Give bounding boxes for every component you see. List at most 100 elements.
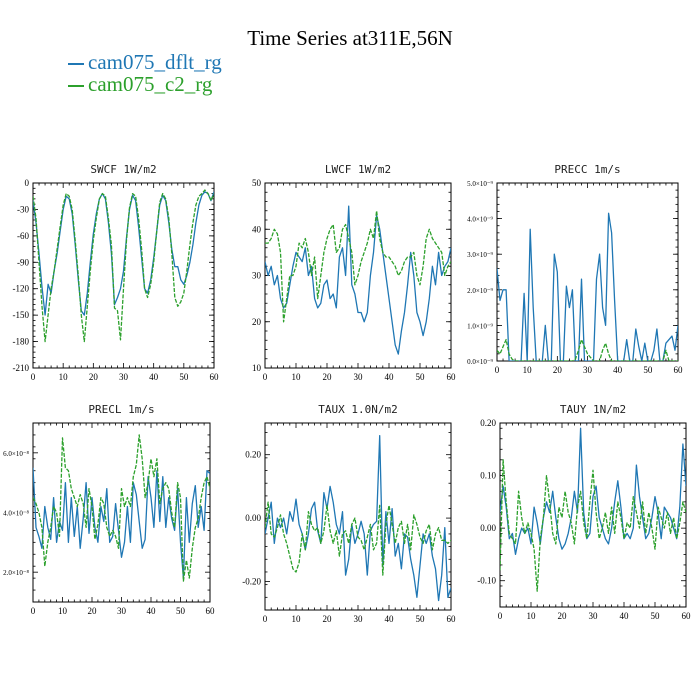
y-tick-label: 1.0×10⁻⁹ (467, 322, 493, 330)
x-tick-label: 50 (179, 372, 189, 382)
x-tick-label: 0 (498, 611, 503, 621)
y-tick-label: 0.00 (480, 523, 496, 533)
legend-line-icon (68, 85, 84, 88)
page-title: Time Series at311E,56N (247, 26, 453, 50)
y-tick-label: 0.10 (480, 471, 496, 481)
y-tick-label: -150 (13, 310, 30, 320)
x-tick-label: 50 (651, 611, 661, 621)
chart-panel-5: TAUY 1N/m2 0 10 20 30 40 50 60 -0.10 0.00 0.10 0.20 (477, 403, 691, 621)
x-tick-label: 50 (176, 606, 186, 616)
series-line-cam075_dflt_rg (265, 435, 451, 602)
x-tick-label: 20 (558, 611, 568, 621)
x-tick-label: 60 (210, 372, 220, 382)
series-group (500, 427, 686, 592)
y-tick-label: 6.0×10⁻⁸ (3, 450, 29, 458)
chart-title: LWCF 1W/m2 (325, 163, 391, 176)
y-tick-label: 2.0×10⁻⁹ (467, 287, 493, 295)
y-tick-label: -30 (17, 204, 29, 214)
x-tick-label: 50 (416, 614, 426, 624)
y-tick-label: 4.0×10⁻⁸ (3, 510, 29, 518)
series-group (33, 189, 214, 343)
x-tick-label: 30 (119, 372, 129, 382)
x-tick-label: 20 (323, 614, 333, 624)
x-tick-label: 10 (523, 365, 533, 375)
series-group (497, 212, 678, 361)
y-tick-label: 4.0×10⁻⁹ (467, 216, 493, 224)
series-line-cam075_c2_rg (500, 459, 686, 592)
chart-title: SWCF 1W/m2 (90, 163, 156, 176)
x-tick-label: 20 (553, 365, 563, 375)
series-line-cam075_c2_rg (265, 501, 451, 576)
legend-label: cam075_c2_rg (88, 72, 213, 96)
y-tick-label: -90 (17, 257, 29, 267)
series-line-cam075_dflt_rg (33, 191, 214, 316)
x-tick-label: 40 (613, 365, 623, 375)
series-line-cam075_c2_rg (33, 189, 214, 343)
y-tick-label: 50 (252, 178, 262, 188)
x-tick-label: 50 (643, 365, 653, 375)
series-line-cam075_dflt_rg (497, 212, 678, 361)
x-tick-label: 10 (292, 614, 302, 624)
x-tick-label: 40 (147, 606, 157, 616)
legend-item-c2: cam075_c2_rg (68, 72, 212, 97)
y-tick-label: 20 (252, 317, 262, 327)
x-tick-label: 20 (89, 372, 99, 382)
x-tick-label: 0 (31, 372, 36, 382)
x-tick-label: 60 (206, 606, 216, 616)
x-tick-label: 40 (385, 372, 395, 382)
y-tick-label: -0.20 (242, 576, 261, 586)
series-group (33, 434, 210, 582)
y-tick-label: 5.0×10⁻⁹ (467, 180, 493, 188)
x-tick-label: 60 (447, 372, 457, 382)
x-tick-label: 0 (263, 372, 268, 382)
chart-title: TAUY 1N/m2 (560, 403, 626, 416)
y-tick-label: -120 (13, 284, 30, 294)
chart-panel-2: PRECC 1m/s 0 10 20 30 40 50 60 0.0×10⁻⁹ 1.0×10⁻⁹ 2… (467, 163, 683, 375)
x-tick-label: 30 (354, 614, 364, 624)
x-tick-label: 10 (59, 372, 69, 382)
legend-line-icon (68, 63, 84, 66)
series-line-cam075_c2_rg (265, 210, 451, 323)
y-tick-label: 0.00 (245, 513, 261, 523)
series-line-cam075_dflt_rg (500, 427, 686, 556)
x-tick-label: 20 (88, 606, 98, 616)
plot-frame (496, 182, 679, 362)
y-tick-label: 10 (252, 363, 262, 373)
x-tick-label: 30 (583, 365, 593, 375)
x-tick-label: 60 (674, 365, 684, 375)
chart-panel-0: SWCF 1W/m2 0 10 20 30 40 50 60 0 -30 -60 -90 -120 -15… (13, 163, 220, 382)
x-tick-label: 0 (495, 365, 500, 375)
y-tick-label: 0.20 (245, 450, 261, 460)
series-group (265, 205, 451, 355)
x-tick-label: 30 (354, 372, 364, 382)
legend-item-dflt: cam075_dflt_rg (68, 50, 222, 75)
series-line-cam075_c2_rg (497, 338, 678, 361)
chart-title: PRECC 1m/s (554, 163, 620, 176)
chart-panel-3: PRECL 1m/s 0 10 20 30 40 50 60 2.0×10⁻⁸ 4.0×10⁻⁸ 6… (3, 403, 215, 616)
chart-title: TAUX 1.0N/m2 (318, 403, 397, 416)
y-tick-label: 30 (252, 271, 262, 281)
y-tick-label: -210 (13, 363, 30, 373)
x-tick-label: 40 (149, 372, 159, 382)
y-tick-label: -60 (17, 231, 29, 241)
chart-panel-4: TAUX 1.0N/m2 0 10 20 30 40 50 60 -0.20 0.00 0.20 (242, 403, 456, 624)
x-tick-label: 40 (620, 611, 630, 621)
x-tick-label: 30 (117, 606, 127, 616)
plot-frame (264, 422, 452, 611)
series-line-cam075_dflt_rg (33, 467, 210, 579)
series-group (265, 435, 451, 602)
y-tick-label: 0.20 (480, 418, 496, 428)
y-tick-label: 3.0×10⁻⁹ (467, 251, 493, 259)
x-tick-label: 20 (323, 372, 333, 382)
x-tick-label: 60 (447, 614, 457, 624)
x-tick-label: 30 (589, 611, 599, 621)
x-tick-label: 40 (385, 614, 395, 624)
y-tick-label: 0 (25, 178, 30, 188)
y-tick-label: 40 (252, 224, 262, 234)
y-tick-label: 2.0×10⁻⁸ (3, 569, 29, 577)
y-tick-label: 0.0×10⁻⁹ (467, 358, 493, 366)
y-tick-label: -180 (13, 337, 30, 347)
x-tick-label: 0 (31, 606, 36, 616)
x-tick-label: 50 (416, 372, 426, 382)
